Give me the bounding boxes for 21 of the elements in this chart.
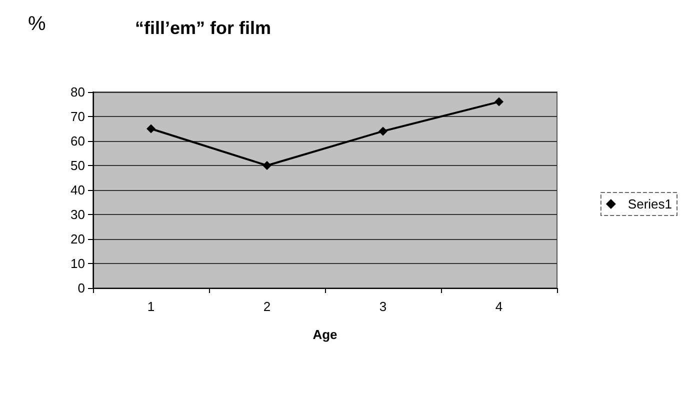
point bbox=[146, 124, 156, 134]
y-tick-label: 70 bbox=[70, 109, 85, 124]
y-tick-label: 80 bbox=[70, 84, 85, 100]
y-tick-label: 40 bbox=[70, 182, 85, 198]
x-tick-label: 1 bbox=[147, 299, 155, 314]
y-tick-label: 30 bbox=[70, 207, 85, 222]
y-tick-label: 50 bbox=[70, 158, 85, 173]
x-axis-title: Age bbox=[312, 327, 338, 342]
y-tick-label: 0 bbox=[78, 280, 85, 296]
point bbox=[262, 161, 272, 170]
x-tick-label: 3 bbox=[379, 299, 387, 314]
x-tick-label: 4 bbox=[495, 299, 503, 314]
point bbox=[494, 97, 504, 106]
y-tick-label: 10 bbox=[70, 256, 85, 271]
legend-label: Series1 bbox=[628, 196, 672, 212]
y-tick-label: 60 bbox=[70, 134, 85, 148]
y-tick-label: 20 bbox=[70, 232, 85, 246]
chart-title: “fill’em” for film bbox=[135, 18, 272, 38]
point bbox=[378, 126, 388, 136]
x-tick-label: 2 bbox=[263, 299, 271, 314]
y-axis-title: % bbox=[28, 13, 46, 35]
